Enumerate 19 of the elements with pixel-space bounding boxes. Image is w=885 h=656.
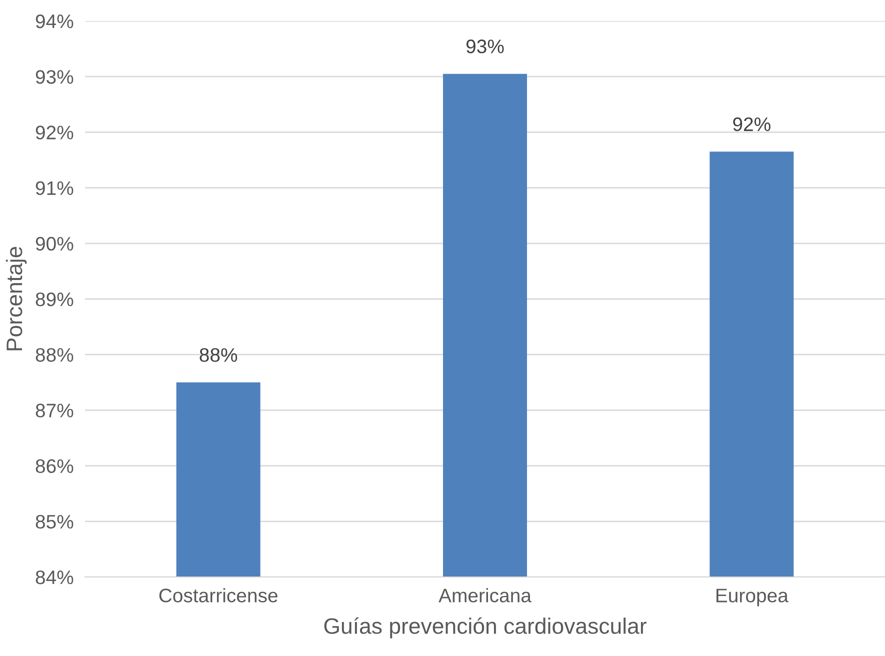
x-tick-label: Americana <box>438 588 532 602</box>
y-tick-label: 94% <box>36 14 74 28</box>
y-tick-label: 86% <box>36 459 74 474</box>
y-tick-label: 85% <box>36 514 74 529</box>
data-label: 88% <box>200 348 238 362</box>
y-tick-label: 88% <box>36 348 74 362</box>
y-tick-label: 87% <box>36 404 74 418</box>
y-tick-label: 91% <box>36 181 74 196</box>
x-axis-title: Guías prevención cardiovascular <box>324 617 646 638</box>
y-tick-label: 89% <box>36 292 74 306</box>
x-tick-label: Costarricense <box>159 588 278 602</box>
y-tick-label: 92% <box>36 126 74 140</box>
x-tick-label: Europea <box>716 588 788 606</box>
y-tick-label: 93% <box>36 70 74 84</box>
y-tick-label: 84% <box>36 570 74 584</box>
data-label: 92% <box>733 117 770 132</box>
y-axis-title: Porcentaje <box>6 246 27 350</box>
data-label: 93% <box>466 40 504 54</box>
y-tick-label: 90% <box>36 236 74 251</box>
